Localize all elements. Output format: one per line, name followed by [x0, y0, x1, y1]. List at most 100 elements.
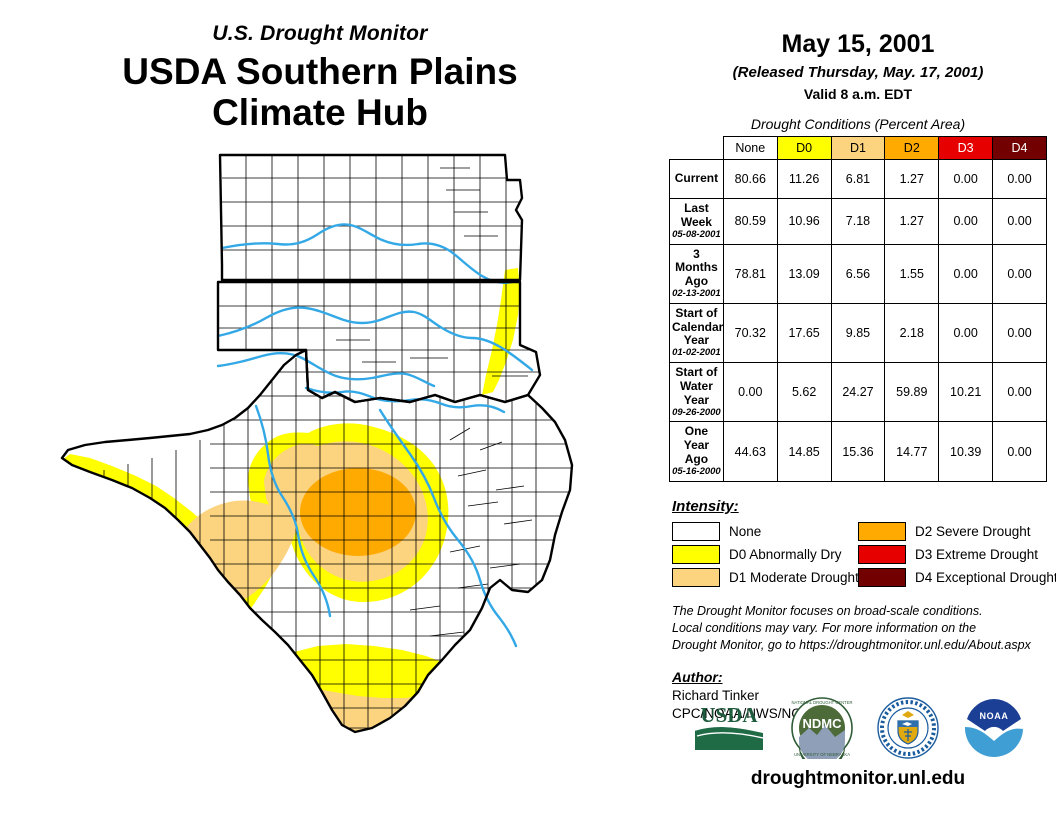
- legend-item-d1: D1 Moderate Drought: [672, 567, 859, 587]
- drought-area-d2-core: [300, 468, 416, 556]
- cell-d1: 15.36: [830, 421, 886, 482]
- legend-label-d0: D0 Abnormally Dry: [729, 546, 842, 562]
- table-row: One Year Ago 05-16-2000 44.63 14.85 15.3…: [669, 421, 1047, 482]
- product-title: USDA Southern Plains Climate Hub: [0, 51, 640, 133]
- cell-d4: 0.00: [992, 198, 1047, 245]
- row-label-date: 05-16-2000: [672, 465, 721, 477]
- cell-d1: 6.81: [830, 159, 886, 199]
- legend-item-d4: D4 Exceptional Drought: [858, 567, 1056, 587]
- legend-label-d4: D4 Exceptional Drought: [915, 569, 1056, 585]
- release-date: (Released Thursday, May. 17, 2001): [732, 64, 984, 81]
- table-caption: Drought Conditions (Percent Area): [750, 116, 966, 132]
- right-info-panel: May 15, 2001 (Released Thursday, May. 17…: [660, 0, 1056, 816]
- cell-d3: 0.00: [938, 243, 994, 304]
- svg-text:NOAA: NOAA: [980, 711, 1009, 721]
- column-header-none: None: [722, 136, 778, 160]
- product-subtitle: U.S. Drought Monitor: [212, 22, 428, 45]
- website-url[interactable]: droughtmonitor.unl.edu: [750, 768, 966, 789]
- cell-d1: 7.18: [830, 198, 886, 245]
- legend-row: D1 Moderate Drought D4 Exceptional Droug…: [672, 566, 1056, 589]
- column-header-d3: D3: [938, 136, 994, 160]
- column-header-d4: D4: [992, 136, 1047, 160]
- cell-d1: 24.27: [830, 362, 886, 423]
- disclaimer-line-3[interactable]: Drought Monitor, go to https://droughtmo…: [672, 638, 1031, 653]
- ndmc-logo[interactable]: NDMC NATIONAL DROUGHT CENTER UNIVERSITY …: [791, 696, 853, 759]
- usda-logo[interactable]: USDA: [691, 700, 767, 756]
- disclaimer-text: The Drought Monitor focuses on broad-sca…: [672, 603, 1056, 655]
- state-outline-kansas: [218, 153, 524, 282]
- noaa-logo[interactable]: NOAA: [963, 697, 1025, 759]
- table-row: Start of Water Year 09-26-2000 0.00 5.62…: [669, 362, 1047, 423]
- row-label-text-line1: Start of: [675, 305, 718, 320]
- river-red: [304, 386, 506, 414]
- cell-none: 44.63: [722, 421, 778, 482]
- svg-text:USDA: USDA: [700, 703, 758, 727]
- cell-d3: 0.00: [938, 198, 994, 245]
- county-boundaries-kansas: [222, 155, 522, 280]
- logo-strip: USDA NDMC NATIONAL DROUGHT CENTER UNIVER…: [660, 690, 1056, 765]
- legend-swatch-d3: [858, 544, 906, 564]
- state-outline-texas: [60, 348, 574, 734]
- cell-none: 78.81: [722, 243, 778, 304]
- row-label-text-line1: Start of: [675, 365, 718, 380]
- row-label-text: Last Week: [680, 201, 712, 229]
- valid-time: Valid 8 a.m. EDT: [803, 86, 913, 102]
- cell-none: 0.00: [722, 362, 778, 423]
- row-label-date: 02-13-2001: [672, 287, 721, 299]
- cell-d0: 10.96: [776, 198, 832, 245]
- legend-swatch-d2: [858, 521, 906, 541]
- column-header-d1: D1: [830, 136, 886, 160]
- cell-d3: 0.00: [938, 159, 994, 199]
- cell-d2: 1.55: [884, 243, 940, 304]
- cell-d1: 9.85: [830, 302, 886, 364]
- university-seal-logo[interactable]: [877, 696, 939, 759]
- row-label-start-of-calendar-year: Start of Calendar Year 01-02-2001: [669, 302, 724, 364]
- legend-label-d1: D1 Moderate Drought: [729, 569, 859, 585]
- issue-date: May 15, 2001: [781, 30, 935, 58]
- row-label-text: 3 Months Ago: [675, 246, 718, 289]
- cell-d0: 17.65: [776, 302, 832, 364]
- author-heading: Author:: [672, 668, 723, 685]
- cell-d0: 11.26: [776, 159, 832, 199]
- legend-item-none: None: [672, 521, 858, 541]
- author-name: Richard Tinker: [672, 687, 760, 703]
- river-brazos: [378, 408, 518, 648]
- row-label-date: 01-02-2001: [672, 347, 721, 359]
- row-label-start-of-water-year: Start of Water Year 09-26-2000: [669, 362, 724, 423]
- intensity-legend-heading: Intensity:: [672, 497, 739, 515]
- author-organization: CPC/NOAA/NWS/NCEP: [672, 706, 820, 722]
- cell-d3: 0.00: [938, 302, 994, 364]
- cell-d1: 6.56: [830, 243, 886, 304]
- svg-text:UNIVERSITY OF NEBRASKA: UNIVERSITY OF NEBRASKA: [794, 752, 850, 757]
- cell-none: 70.32: [722, 302, 778, 364]
- table-row: Current 80.66 11.26 6.81 1.27 0.00 0.00: [669, 159, 1047, 199]
- legend-label-d3: D3 Extreme Drought: [915, 546, 1039, 562]
- legend-item-d0: D0 Abnormally Dry: [672, 544, 858, 564]
- legend-row: None D2 Severe Drought: [672, 520, 1044, 543]
- state-boundaries: [60, 153, 574, 734]
- river-pecos-rio-grande: [254, 404, 332, 618]
- drought-map-svg[interactable]: [50, 140, 660, 805]
- cell-d2: 2.18: [884, 302, 940, 364]
- river-canadian: [216, 352, 436, 388]
- cell-d0: 14.85: [776, 421, 832, 482]
- row-label-3-months-ago: 3 Months Ago 02-13-2001: [669, 243, 724, 304]
- river-arkansas-kansas: [220, 223, 514, 284]
- product-title-line2: Climate Hub: [212, 91, 428, 133]
- column-header-d0: D0: [776, 136, 832, 160]
- table-row: 3 Months Ago 02-13-2001 78.81 13.09 6.56…: [669, 243, 1047, 304]
- drought-map[interactable]: [50, 140, 660, 805]
- cell-d2: 1.27: [884, 159, 940, 199]
- drought-area-d0-east: [482, 268, 520, 395]
- legend-item-d2: D2 Severe Drought: [858, 521, 1044, 541]
- cell-d2: 1.27: [884, 198, 940, 245]
- cell-none: 80.59: [722, 198, 778, 245]
- row-label-text: Current: [674, 171, 719, 186]
- river-cimarron: [216, 306, 534, 372]
- row-label-text-line2: Water Year: [679, 378, 713, 407]
- cell-d3: 10.21: [938, 362, 994, 423]
- cell-d4: 0.00: [992, 362, 1047, 423]
- legend-swatch-d1: [672, 567, 720, 587]
- legend-label-d2: D2 Severe Drought: [915, 523, 1031, 539]
- cell-d4: 0.00: [992, 421, 1047, 482]
